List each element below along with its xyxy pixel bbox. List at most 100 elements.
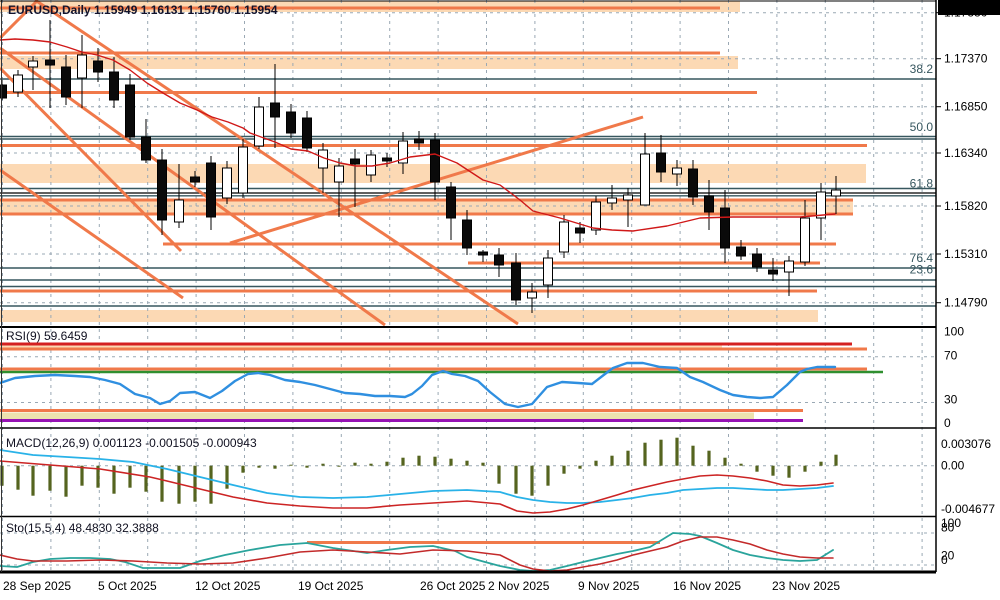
rsi-khaki-band bbox=[0, 412, 754, 420]
fibonacci-label: 61.8 bbox=[910, 177, 934, 191]
fibonacci-label: 38.2 bbox=[910, 62, 934, 76]
candle-body bbox=[174, 199, 184, 223]
candle-body bbox=[45, 59, 55, 66]
candle-body bbox=[350, 158, 360, 165]
date-axis-label: 12 Oct 2025 bbox=[195, 579, 261, 593]
fibonacci-label: 50.0 bbox=[910, 120, 934, 134]
candle-body bbox=[28, 60, 38, 68]
support-zone-band bbox=[0, 310, 818, 322]
candle-body bbox=[302, 117, 312, 149]
price-axis-label: 1.17370 bbox=[944, 52, 988, 66]
candle-body bbox=[93, 60, 103, 73]
candle-body bbox=[591, 201, 601, 231]
candle-body bbox=[398, 140, 408, 164]
candle-body bbox=[109, 71, 119, 101]
candle-body bbox=[736, 246, 746, 257]
candle-body bbox=[656, 152, 666, 173]
trendline[interactable] bbox=[0, 46, 386, 327]
candle-body bbox=[784, 260, 794, 273]
rsi-axis-label: 0 bbox=[944, 416, 951, 430]
candle-body bbox=[206, 162, 216, 218]
price-axis-label: 1.15310 bbox=[944, 247, 988, 261]
candle-body bbox=[414, 138, 424, 144]
candle-body bbox=[527, 291, 537, 299]
candle-body bbox=[61, 66, 71, 98]
date-axis-label: 28 Sep 2025 bbox=[3, 579, 71, 593]
candle-body bbox=[334, 165, 344, 183]
candle-body bbox=[13, 74, 23, 93]
candle-body bbox=[831, 189, 841, 197]
trendline[interactable] bbox=[0, 168, 184, 300]
rsi-indicator-label: RSI(9) 59.6459 bbox=[6, 329, 88, 343]
rsi-line[interactable] bbox=[0, 361, 837, 409]
trendline[interactable] bbox=[0, 66, 183, 253]
candle-body bbox=[157, 159, 167, 221]
price-axis-label: 1.14790 bbox=[944, 296, 988, 310]
sto-axis-label: 80 bbox=[941, 521, 955, 535]
candle-body bbox=[575, 227, 585, 234]
candle-body bbox=[446, 186, 456, 219]
price-axis-label: 1.16340 bbox=[944, 146, 988, 160]
candle-body bbox=[543, 257, 553, 286]
sto-k-line[interactable] bbox=[0, 532, 834, 572]
fibonacci-label: 23.6 bbox=[910, 263, 934, 277]
price-axis-label: 1.15820 bbox=[944, 199, 988, 213]
candle-body bbox=[688, 168, 698, 198]
candle-body bbox=[607, 197, 617, 204]
candle-body bbox=[430, 139, 440, 183]
candle-body bbox=[494, 254, 504, 266]
candle-body bbox=[141, 136, 151, 161]
sto-d-line[interactable] bbox=[0, 536, 834, 572]
candle-body bbox=[125, 84, 135, 138]
date-axis-label: 26 Oct 2025 bbox=[420, 579, 486, 593]
candle-body bbox=[286, 111, 296, 134]
candle-body bbox=[77, 54, 87, 79]
candle-body bbox=[800, 217, 810, 263]
date-axis-label: 5 Oct 2025 bbox=[98, 579, 157, 593]
sto-axis-label: 100 bbox=[941, 516, 961, 530]
rsi-axis-label: 100 bbox=[944, 325, 964, 339]
rsi-axis-label: 30 bbox=[944, 393, 958, 407]
trendline[interactable] bbox=[0, 0, 40, 40]
fibonacci-label: 76.4 bbox=[910, 251, 934, 265]
sto-indicator-label: Sto(15,5,4) 48.4830 32.3888 bbox=[6, 521, 159, 535]
date-axis-label: 19 Oct 2025 bbox=[298, 579, 364, 593]
date-axis-label: 16 Nov 2025 bbox=[673, 579, 741, 593]
candle-body bbox=[816, 191, 826, 219]
price-axis-label: 1.16850 bbox=[944, 100, 988, 114]
date-axis-label: 23 Nov 2025 bbox=[772, 579, 840, 593]
candle-body bbox=[382, 157, 392, 162]
date-axis-label: 9 Nov 2025 bbox=[578, 579, 640, 593]
sto-axis-label: 0 bbox=[941, 553, 948, 567]
candle-body bbox=[672, 167, 682, 175]
current-price-box bbox=[938, 0, 1000, 15]
macd-indicator-label: MACD(12,26,9) 0.001123 -0.001505 -0.0009… bbox=[6, 436, 257, 450]
candle-body bbox=[511, 262, 521, 301]
candle-body bbox=[768, 269, 778, 275]
macd-axis-label: 0.003076 bbox=[941, 437, 991, 451]
candle-body bbox=[478, 251, 488, 256]
candle-body bbox=[190, 176, 200, 183]
candle-body bbox=[623, 194, 633, 201]
rsi-fill-band bbox=[0, 344, 722, 349]
trendline[interactable] bbox=[34, 0, 519, 326]
candle-body bbox=[640, 153, 650, 206]
rsi-axis-label: 70 bbox=[944, 349, 958, 363]
date-axis-label: 2 Nov 2025 bbox=[488, 579, 550, 593]
macd-axis-label: -0.004677 bbox=[941, 502, 995, 516]
sto-axis-label: 20 bbox=[941, 549, 955, 563]
candle-body bbox=[752, 253, 762, 268]
candle-body bbox=[720, 207, 730, 249]
current-price-value: 1.15954 bbox=[944, 187, 988, 201]
candle-body bbox=[254, 106, 264, 147]
macd-axis-label: 0.00 bbox=[941, 459, 965, 473]
candle-body bbox=[270, 102, 280, 118]
macd-signal-line[interactable] bbox=[0, 460, 834, 514]
candle-body bbox=[559, 221, 569, 253]
support-zone-band bbox=[0, 56, 738, 69]
moving-average-line[interactable] bbox=[0, 38, 836, 232]
chart-title: EURUSD,Daily 1.15949 1.16131 1.15760 1.1… bbox=[8, 3, 278, 17]
macd-main-line[interactable] bbox=[0, 449, 834, 504]
